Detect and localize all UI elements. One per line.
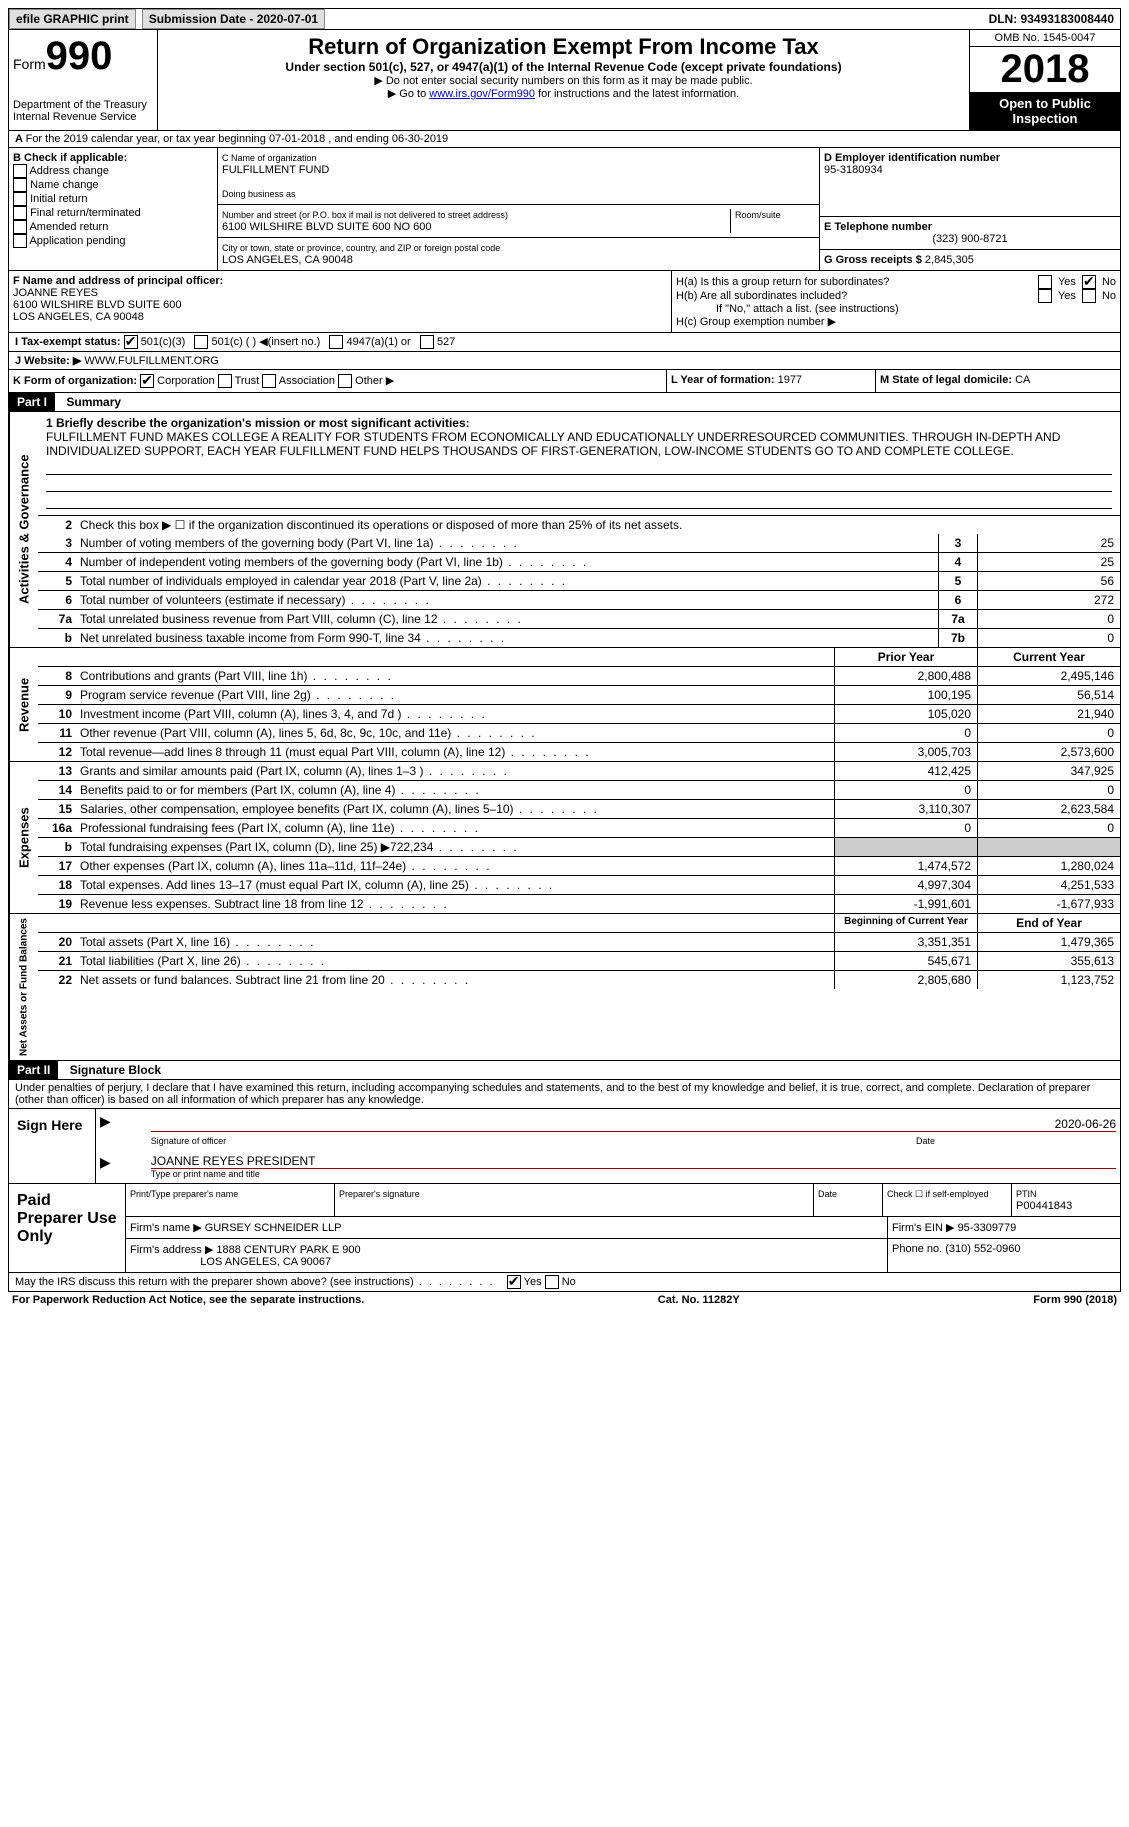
form-subtitle: Under section 501(c), 527, or 4947(a)(1)… (162, 60, 965, 74)
data-row: 19Revenue less expenses. Subtract line 1… (38, 895, 1120, 913)
open-inspection: Open to Public Inspection (970, 92, 1120, 130)
sign-here: Sign Here ▶ 2020-06-26 Signature of offi… (8, 1109, 1121, 1184)
part1-header: Part I Summary (8, 393, 1121, 412)
side-rev: Revenue (9, 648, 38, 761)
expenses-section: Expenses 13Grants and similar amounts pa… (8, 762, 1121, 914)
form-number: Form990 (13, 34, 153, 79)
box-f: F Name and address of principal officer:… (9, 271, 672, 332)
section-a-g: B Check if applicable: Address change Na… (8, 148, 1121, 271)
gov-row: bNet unrelated business taxable income f… (38, 629, 1120, 647)
box-e: E Telephone number (323) 900-8721 (820, 217, 1120, 250)
gov-row: 7aTotal unrelated business revenue from … (38, 610, 1120, 629)
mission-block: 1 Briefly describe the organization's mi… (38, 412, 1120, 516)
data-row: 20Total assets (Part X, line 16)3,351,35… (38, 933, 1120, 952)
form-note1: ▶ Do not enter social security numbers o… (162, 74, 965, 87)
form990-link[interactable]: www.irs.gov/Form990 (429, 88, 535, 100)
period-line: A For the 2019 calendar year, or tax yea… (8, 131, 1121, 148)
form-note2: ▶ Go to www.irs.gov/Form990 for instruct… (162, 87, 965, 100)
data-row: 10Investment income (Part VIII, column (… (38, 705, 1120, 724)
box-l: L Year of formation: 1977 (667, 370, 876, 392)
side-exp: Expenses (9, 762, 38, 913)
page-footer: For Paperwork Reduction Act Notice, see … (8, 1292, 1121, 1308)
box-c-addr: Number and street (or P.O. box if mail i… (218, 205, 819, 238)
data-row: 21Total liabilities (Part X, line 26)545… (38, 952, 1120, 971)
gov-row: 3Number of voting members of the governi… (38, 534, 1120, 553)
data-row: 22Net assets or fund balances. Subtract … (38, 971, 1120, 989)
data-row: 9Program service revenue (Part VIII, lin… (38, 686, 1120, 705)
section-f-h: F Name and address of principal officer:… (8, 271, 1121, 333)
part2-header: Part II Signature Block (8, 1061, 1121, 1080)
form-title: Return of Organization Exempt From Incom… (162, 34, 965, 60)
data-row: 16aProfessional fundraising fees (Part I… (38, 819, 1120, 838)
box-c-city: City or town, state or province, country… (218, 238, 819, 270)
submission-date: Submission Date - 2020-07-01 (142, 9, 325, 29)
box-k: K Form of organization: Corporation Trus… (9, 370, 667, 392)
dln-label: DLN: 93493183008440 (983, 10, 1120, 28)
side-gov: Activities & Governance (9, 412, 38, 647)
box-b: B Check if applicable: Address change Na… (9, 148, 218, 270)
box-d: D Employer identification number 95-3180… (820, 148, 1120, 217)
box-m: M State of legal domicile: CA (876, 370, 1120, 392)
data-row: 15Salaries, other compensation, employee… (38, 800, 1120, 819)
tax-year: 2018 (970, 47, 1120, 92)
section-k-m: K Form of organization: Corporation Trus… (8, 370, 1121, 393)
form-header: Form990 Department of the Treasury Inter… (8, 30, 1121, 131)
box-i: I Tax-exempt status: 501(c)(3) 501(c) ( … (8, 333, 1121, 352)
netassets-section: Net Assets or Fund Balances Beginning of… (8, 914, 1121, 1061)
data-row: bTotal fundraising expenses (Part IX, co… (38, 838, 1120, 857)
dept-label: Department of the Treasury Internal Reve… (13, 99, 153, 123)
efile-button[interactable]: efile GRAPHIC print (9, 9, 136, 29)
gov-row: 5Total number of individuals employed in… (38, 572, 1120, 591)
data-row: 11Other revenue (Part VIII, column (A), … (38, 724, 1120, 743)
gov-row: 6Total number of volunteers (estimate if… (38, 591, 1120, 610)
discuss-line: May the IRS discuss this return with the… (8, 1273, 1121, 1292)
data-row: 13Grants and similar amounts paid (Part … (38, 762, 1120, 781)
paid-preparer: Paid Preparer Use Only Print/Type prepar… (8, 1184, 1121, 1273)
activities-governance: Activities & Governance 1 Briefly descri… (8, 412, 1121, 648)
data-row: 12Total revenue—add lines 8 through 11 (… (38, 743, 1120, 761)
data-row: 8Contributions and grants (Part VIII, li… (38, 667, 1120, 686)
box-c-name: C Name of organization FULFILLMENT FUND … (218, 148, 819, 205)
gov-row: 4Number of independent voting members of… (38, 553, 1120, 572)
perjury-text: Under penalties of perjury, I declare th… (8, 1080, 1121, 1109)
omb-number: OMB No. 1545-0047 (970, 30, 1120, 47)
revenue-section: Revenue Prior YearCurrent Year 8Contribu… (8, 648, 1121, 762)
top-bar: efile GRAPHIC print Submission Date - 20… (8, 8, 1121, 30)
data-row: 14Benefits paid to or for members (Part … (38, 781, 1120, 800)
box-j: J Website: ▶ WWW.FULFILLMENT.ORG (8, 352, 1121, 370)
data-row: 18Total expenses. Add lines 13–17 (must … (38, 876, 1120, 895)
box-h: H(a) Is this a group return for subordin… (672, 271, 1120, 332)
data-row: 17Other expenses (Part IX, column (A), l… (38, 857, 1120, 876)
box-g: G Gross receipts $ 2,845,305 (820, 250, 1120, 270)
side-net: Net Assets or Fund Balances (9, 914, 38, 1060)
